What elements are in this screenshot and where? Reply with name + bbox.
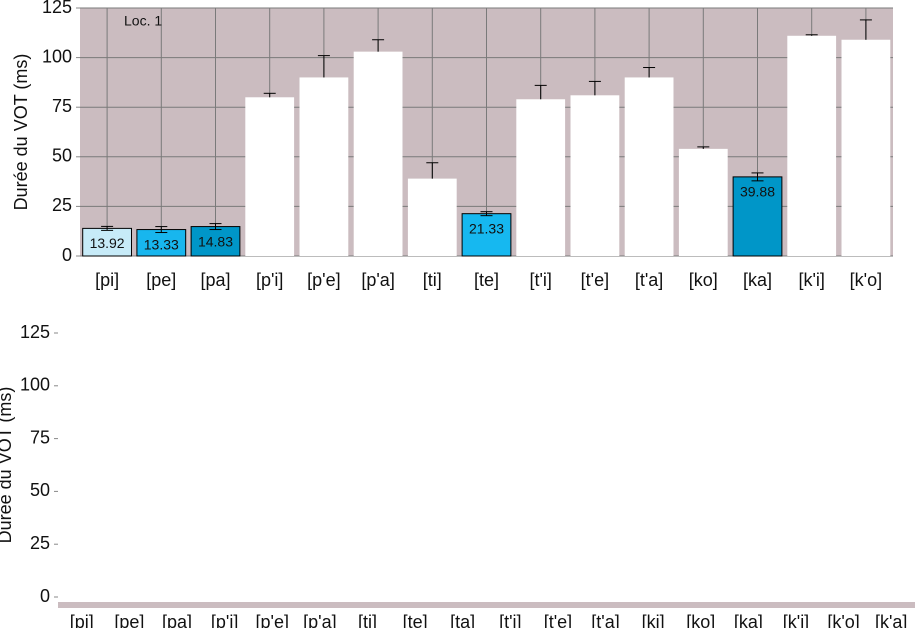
x-tick-label: [ki] (642, 612, 665, 628)
x-tick-label: [p'e] (256, 612, 289, 628)
y-tick-label: 50 (30, 480, 50, 500)
bar (136, 229, 187, 257)
x-tick-label: [k'o] (827, 612, 859, 628)
x-tick-label: [k'i] (783, 612, 809, 628)
bar (407, 178, 457, 256)
y-tick-label: 50 (52, 146, 72, 166)
y-tick-label: 25 (30, 533, 50, 553)
y-tick-label: 0 (62, 245, 72, 265)
y-axis-label: Durée du VOT (ms) (0, 387, 15, 544)
y-tick-label: 25 (52, 195, 72, 215)
value-label: 14.83 (198, 233, 233, 249)
x-tick-label: [p'i] (256, 270, 283, 290)
y-tick-label: 75 (52, 96, 72, 116)
x-tick-label: [t'e] (544, 612, 572, 628)
x-tick-label: [pi] (95, 270, 119, 290)
y-axis-label: Durée du VOT (ms) (11, 54, 31, 211)
x-tick-label: [ka] (743, 270, 772, 290)
value-label: 39.88 (740, 184, 775, 200)
y-tick-label: 75 (30, 427, 50, 447)
x-tick-label: [t'a] (635, 270, 663, 290)
x-tick-label: [te] (403, 612, 428, 628)
x-tick-label: [ti] (423, 270, 442, 290)
x-tick-label: [k'o] (850, 270, 882, 290)
x-tick-label: [t'a] (591, 612, 619, 628)
x-tick-label: [p'e] (307, 270, 340, 290)
bar (624, 77, 674, 256)
x-tick-label: [pe] (146, 270, 176, 290)
bar (678, 148, 728, 256)
bar (516, 99, 566, 256)
x-tick-label: [k'i] (798, 270, 824, 290)
bar (461, 213, 512, 257)
y-tick-label: 125 (42, 0, 72, 17)
axis-strip (58, 602, 915, 608)
bar (787, 35, 837, 256)
value-label: 21.33 (469, 220, 504, 236)
x-tick-label: [pa] (162, 612, 192, 628)
plot-area (58, 333, 915, 597)
x-tick-label: [t'i] (529, 270, 551, 290)
x-tick-label: [p'a] (303, 612, 336, 628)
y-tick-label: 100 (42, 46, 72, 66)
annotation: Loc. 1 (124, 13, 162, 29)
bar (245, 97, 295, 256)
x-tick-label: [ti] (358, 612, 377, 628)
value-label: 13.92 (90, 235, 125, 251)
x-tick-label: [t'i] (499, 612, 521, 628)
bar (570, 95, 620, 257)
x-tick-label: [p'a] (361, 270, 394, 290)
x-tick-label: [ka] (734, 612, 763, 628)
bar (353, 51, 403, 257)
x-tick-label: [ko] (689, 270, 718, 290)
x-tick-label: [ta] (450, 612, 475, 628)
x-tick-label: [pa] (200, 270, 230, 290)
bar (190, 226, 241, 257)
bar (299, 77, 349, 256)
x-tick-label: [t'e] (581, 270, 609, 290)
x-tick-label: [k'a] (875, 612, 907, 628)
x-tick-label: [p'i] (211, 612, 238, 628)
bar (732, 176, 783, 257)
y-tick-label: 100 (20, 375, 50, 395)
x-tick-label: [te] (474, 270, 499, 290)
y-tick-label: 0 (40, 586, 50, 606)
bar (82, 227, 132, 257)
bar (841, 39, 891, 256)
x-tick-label: [ko] (686, 612, 715, 628)
x-tick-label: [pi] (70, 612, 94, 628)
value-label: 13.33 (144, 236, 179, 252)
y-tick-label: 125 (20, 322, 50, 342)
x-tick-label: [pe] (114, 612, 144, 628)
